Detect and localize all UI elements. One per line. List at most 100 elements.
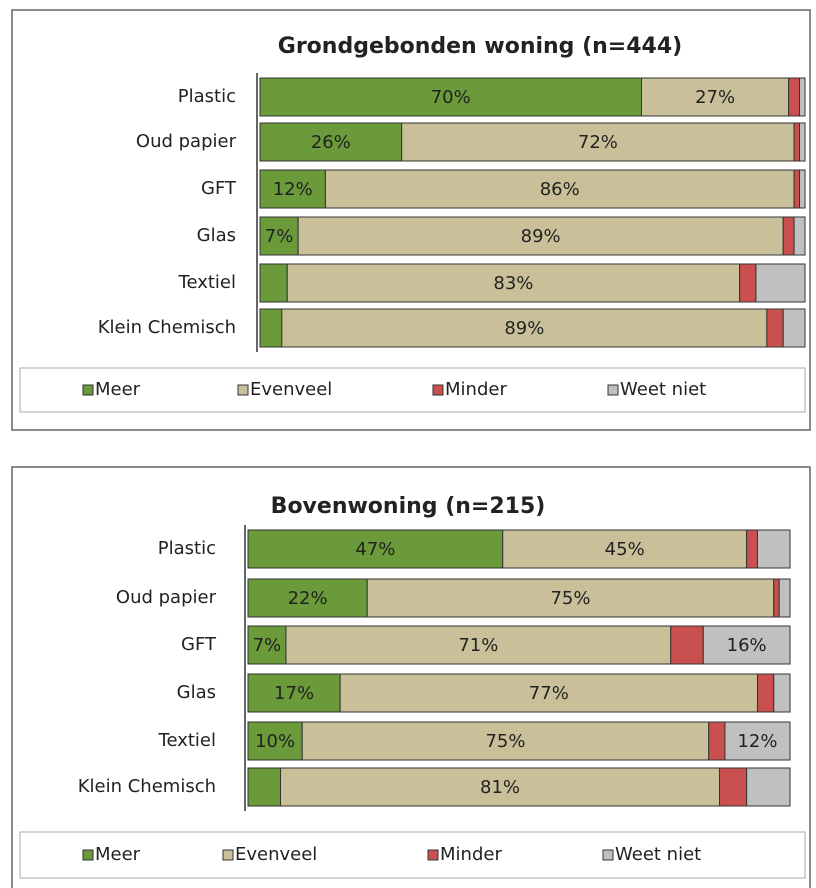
bar-segment	[366, 578, 775, 618]
category-label: Oud papier	[136, 131, 237, 152]
legend-swatch	[222, 849, 234, 861]
bar-segment	[756, 673, 775, 713]
bar-segment	[401, 122, 795, 162]
legend-label: Weet niet	[620, 379, 706, 400]
category-label: Textiel	[178, 272, 236, 293]
legend-frame	[19, 367, 806, 413]
data-label: 10%	[255, 731, 295, 752]
data-label: 47%	[355, 539, 395, 560]
data-label: 75%	[550, 588, 590, 609]
category-label: Oud papier	[116, 587, 217, 608]
bar-segment	[708, 721, 726, 761]
bar-segment	[247, 578, 368, 618]
bar-segment	[259, 308, 283, 348]
bar-segment	[793, 216, 806, 256]
bar-segment	[259, 122, 403, 162]
category-label: GFT	[181, 634, 217, 655]
bar-segment	[778, 578, 791, 618]
legend-swatch	[237, 384, 249, 396]
bar-segment	[259, 77, 642, 117]
bar-segment	[766, 308, 784, 348]
bar-segment	[259, 216, 299, 256]
bar-segment	[773, 673, 791, 713]
bar-segment	[247, 721, 303, 761]
data-label: 71%	[458, 635, 498, 656]
bar-segment	[724, 721, 791, 761]
category-label: Glas	[177, 682, 216, 703]
bar-segment	[281, 308, 768, 348]
legend-swatch	[607, 384, 619, 396]
bar-segment	[756, 529, 791, 569]
category-label: GFT	[201, 178, 237, 199]
bar-segment	[324, 169, 795, 209]
data-label: 72%	[578, 132, 618, 153]
data-label: 89%	[504, 318, 544, 339]
legend-swatch	[602, 849, 614, 861]
data-label: 83%	[493, 273, 533, 294]
data-label: 86%	[540, 179, 580, 200]
bar-segment	[339, 673, 758, 713]
data-label: 17%	[274, 683, 314, 704]
legend-label: Evenveel	[235, 844, 317, 865]
legend-label: Meer	[95, 379, 141, 400]
data-label: 12%	[737, 731, 777, 752]
bar-segment	[259, 263, 288, 303]
category-label: Plastic	[158, 538, 216, 559]
bar-segment	[259, 169, 326, 209]
legend-swatch	[82, 384, 94, 396]
bar-segment	[641, 77, 790, 117]
legend-label: Evenveel	[250, 379, 332, 400]
legend-swatch	[432, 384, 444, 396]
data-label: 7%	[253, 635, 282, 656]
bar-segment	[799, 169, 806, 209]
chart-title: Bovenwoning (n=215)	[271, 494, 546, 519]
legend-label: Meer	[95, 844, 141, 865]
bar-segment	[286, 263, 741, 303]
bar-segment	[782, 216, 795, 256]
bar-segment	[247, 673, 341, 713]
category-label: Glas	[197, 225, 236, 246]
bar-segment	[702, 625, 791, 665]
bar-segment	[755, 263, 806, 303]
data-label: 45%	[605, 539, 645, 560]
data-label: 26%	[311, 132, 351, 153]
data-label: 16%	[727, 635, 767, 656]
chart-title: Grondgebonden woning (n=444)	[278, 34, 682, 59]
data-label: 22%	[288, 588, 328, 609]
bar-segment	[799, 122, 806, 162]
category-label: Plastic	[178, 86, 236, 107]
category-label: Klein Chemisch	[78, 776, 216, 797]
bar-segment	[793, 169, 801, 209]
legend-swatch	[82, 849, 94, 861]
bar-segment	[739, 263, 757, 303]
bar-segment	[746, 529, 758, 569]
category-label: Klein Chemisch	[98, 317, 236, 338]
category-label: Textiel	[158, 730, 216, 751]
bar-segment	[285, 625, 672, 665]
bar-segment	[788, 77, 801, 117]
bar-segment	[793, 122, 801, 162]
data-label: 75%	[485, 731, 525, 752]
bar-segment	[746, 767, 791, 807]
legend-frame	[19, 831, 806, 879]
legend-label: Minder	[440, 844, 502, 865]
data-label: 81%	[480, 777, 520, 798]
bar-segment	[773, 578, 780, 618]
bar-segment	[247, 767, 282, 807]
legend-swatch	[427, 849, 439, 861]
data-label: 89%	[521, 226, 561, 247]
data-label: 70%	[431, 87, 471, 108]
data-label: 7%	[265, 226, 294, 247]
bar-segment	[247, 529, 504, 569]
legend-label: Weet niet	[615, 844, 701, 865]
bar-segment	[719, 767, 748, 807]
bar-segment	[799, 77, 806, 117]
data-label: 77%	[529, 683, 569, 704]
data-label: 27%	[695, 87, 735, 108]
bar-segment	[670, 625, 704, 665]
bar-segment	[247, 625, 287, 665]
legend-label: Minder	[445, 379, 507, 400]
data-label: 12%	[273, 179, 313, 200]
bar-segment	[782, 308, 806, 348]
